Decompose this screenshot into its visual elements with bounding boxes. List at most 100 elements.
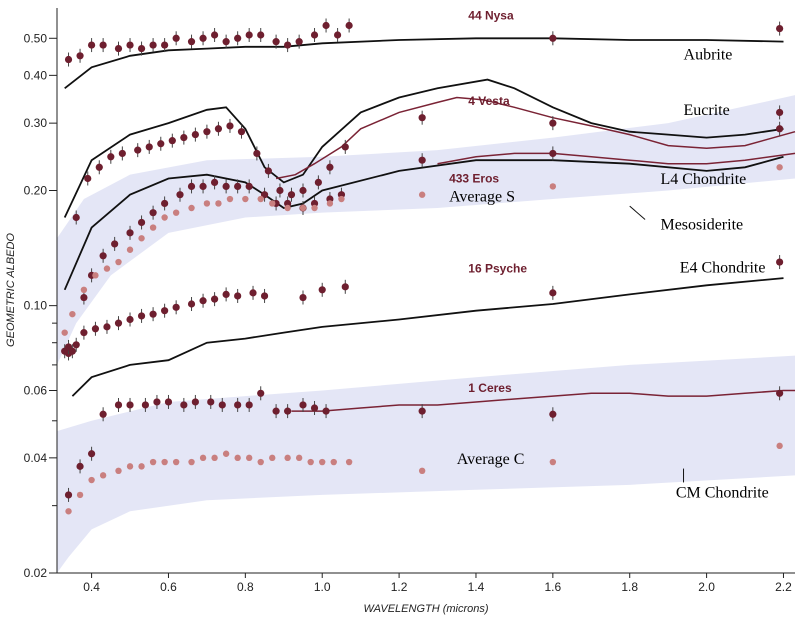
point-average-s (80, 286, 88, 294)
point-16-psyche (222, 290, 230, 299)
point-433-eros (149, 209, 157, 217)
point-average-c (245, 454, 253, 462)
point-4-vesta (314, 178, 322, 186)
point-433-eros (187, 182, 196, 190)
point-average-s (549, 183, 557, 190)
point-44-nysa (549, 34, 557, 42)
point-44-nysa (199, 34, 207, 42)
x-tick-label: 1.4 (468, 580, 485, 594)
point-1-ceres (322, 407, 330, 415)
y-tick-label: 0.06 (24, 384, 48, 398)
line-e4-chondrite (71, 277, 784, 397)
x-tick-label: 1.8 (621, 580, 638, 594)
point-4-vesta (299, 186, 307, 195)
point-4-vesta (145, 143, 153, 151)
point-average-s (776, 164, 783, 171)
point-4-vesta (191, 131, 199, 139)
point-average-c (234, 454, 241, 462)
point-433-eros (234, 182, 242, 190)
point-average-c (149, 458, 157, 466)
label-eucrite: Eucrite (684, 102, 730, 119)
x-tick-label: 1.0 (314, 580, 331, 594)
point-433-eros (418, 156, 426, 164)
point-4-vesta (134, 146, 142, 154)
point-16-psyche (103, 323, 111, 331)
point-433-eros (199, 182, 207, 190)
point-44-nysa (345, 21, 353, 30)
point-433-eros (549, 149, 557, 158)
point-average-c (138, 463, 145, 470)
point-average-s (92, 272, 99, 279)
point-average-s (161, 214, 168, 221)
point-1-ceres (245, 401, 253, 409)
point-1-ceres (549, 410, 557, 418)
point-average-s (338, 195, 345, 203)
point-4-vesta (107, 153, 115, 161)
point-44-nysa (64, 55, 73, 64)
y-tick-label: 0.10 (24, 299, 48, 313)
point-16-psyche (126, 315, 134, 324)
point-433-eros (161, 199, 169, 208)
chart-axes (56, 8, 795, 574)
point-average-c (65, 508, 72, 515)
label-average-s: Average S (449, 189, 515, 206)
label-average-c: Average C (457, 451, 525, 468)
point-44-nysa (76, 52, 84, 60)
band-c-type-range (57, 355, 795, 573)
point-average-c (776, 442, 783, 450)
point-average-c (172, 458, 180, 466)
point-average-c (284, 454, 291, 462)
point-433-eros (99, 252, 107, 260)
point-4-vesta (203, 128, 211, 136)
point-average-s (418, 191, 426, 198)
x-tick-label: 0.6 (160, 580, 177, 594)
point-average-c (88, 476, 95, 484)
point-1-ceres (191, 398, 199, 406)
point-average-c (76, 491, 84, 499)
label-l4-chondrite: L4 Chondrite (660, 171, 746, 188)
y-tick-label: 0.02 (24, 566, 48, 580)
point-average-s (242, 195, 249, 203)
point-44-nysa (172, 34, 180, 42)
label-433-eros: 433 Eros (449, 171, 499, 185)
point-1-ceres (776, 389, 784, 397)
point-average-s (203, 200, 211, 207)
y-tick-label: 0.40 (24, 68, 48, 82)
point-44-nysa (114, 44, 123, 53)
point-average-c (307, 458, 314, 466)
point-16-psyche (776, 258, 784, 266)
point-433-eros (137, 218, 146, 227)
point-44-nysa (333, 31, 342, 39)
x-tick-label: 0.4 (83, 580, 100, 594)
point-average-c (199, 454, 207, 462)
point-1-ceres (141, 401, 150, 409)
point-44-nysa (149, 41, 157, 49)
point-16-psyche (234, 292, 242, 300)
label-cm-chondrite: CM Chondrite (676, 485, 769, 502)
point-4-vesta (180, 133, 188, 142)
x-tick-label: 2.2 (775, 580, 792, 594)
label-4-vesta: 4 Vesta (468, 94, 510, 108)
point-4-vesta (264, 167, 273, 175)
point-16-psyche (260, 292, 269, 300)
point-4-vesta (776, 125, 784, 133)
point-16-psyche (149, 310, 157, 318)
point-average-c (549, 458, 557, 466)
line-eros-spectrum (437, 152, 796, 165)
point-average-c (211, 454, 218, 462)
label-e4-chondrite: E4 Chondrite (680, 260, 766, 277)
point-1-ceres (64, 491, 73, 499)
point-433-eros (310, 199, 319, 208)
point-44-nysa (87, 41, 96, 49)
point-433-eros (111, 240, 119, 248)
point-433-eros (80, 293, 88, 302)
point-average-c (188, 458, 195, 466)
point-44-nysa (284, 41, 292, 49)
point-1-ceres (180, 401, 188, 409)
point-average-s (103, 265, 111, 272)
point-average-s (257, 195, 264, 203)
point-44-nysa (126, 41, 134, 49)
point-4-vesta (72, 213, 80, 222)
line-vesta-spectrum (275, 96, 796, 180)
